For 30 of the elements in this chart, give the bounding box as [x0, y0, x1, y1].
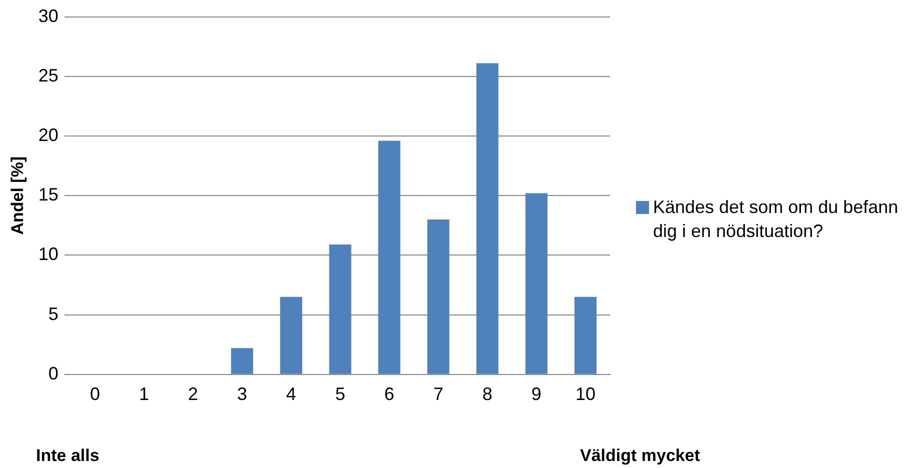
y-tick-label: 10: [38, 244, 58, 264]
legend-label: Kändes det som om du befann dig i en nödsituation?: [653, 196, 900, 243]
y-tick-label: 15: [38, 184, 58, 205]
x-tick-label: 1: [138, 384, 150, 404]
x-tick-label: 10: [575, 384, 596, 404]
bar: [231, 348, 254, 374]
bar: [280, 296, 302, 374]
x-tick-label: 0: [90, 384, 100, 404]
y-tick-label: 5: [48, 304, 58, 324]
text: Väldigt mycket: [580, 446, 700, 466]
bar: [574, 296, 597, 374]
text: Inte alls: [36, 446, 100, 466]
x-tick-label: 9: [531, 384, 542, 404]
bar: [476, 63, 498, 374]
y-tick-label: 0: [48, 363, 58, 384]
x-tick-label: 6: [384, 384, 394, 404]
bar: [329, 244, 352, 374]
bar: [427, 219, 450, 374]
y-tick-label: 20: [38, 124, 58, 145]
y-tick-label: 30: [38, 6, 58, 26]
x-tick-label: 3: [237, 384, 248, 404]
y-axis-title: Andel [%]: [8, 156, 27, 235]
x-tick-label: 4: [286, 384, 296, 404]
x-tick-label: 8: [482, 384, 492, 404]
x-tick-label: 2: [188, 384, 198, 404]
bar: [378, 140, 400, 374]
x-tick-label: 5: [335, 384, 346, 404]
y-tick-label: 25: [38, 65, 58, 86]
x-tick-label: 7: [433, 384, 444, 404]
bar: [525, 193, 548, 374]
